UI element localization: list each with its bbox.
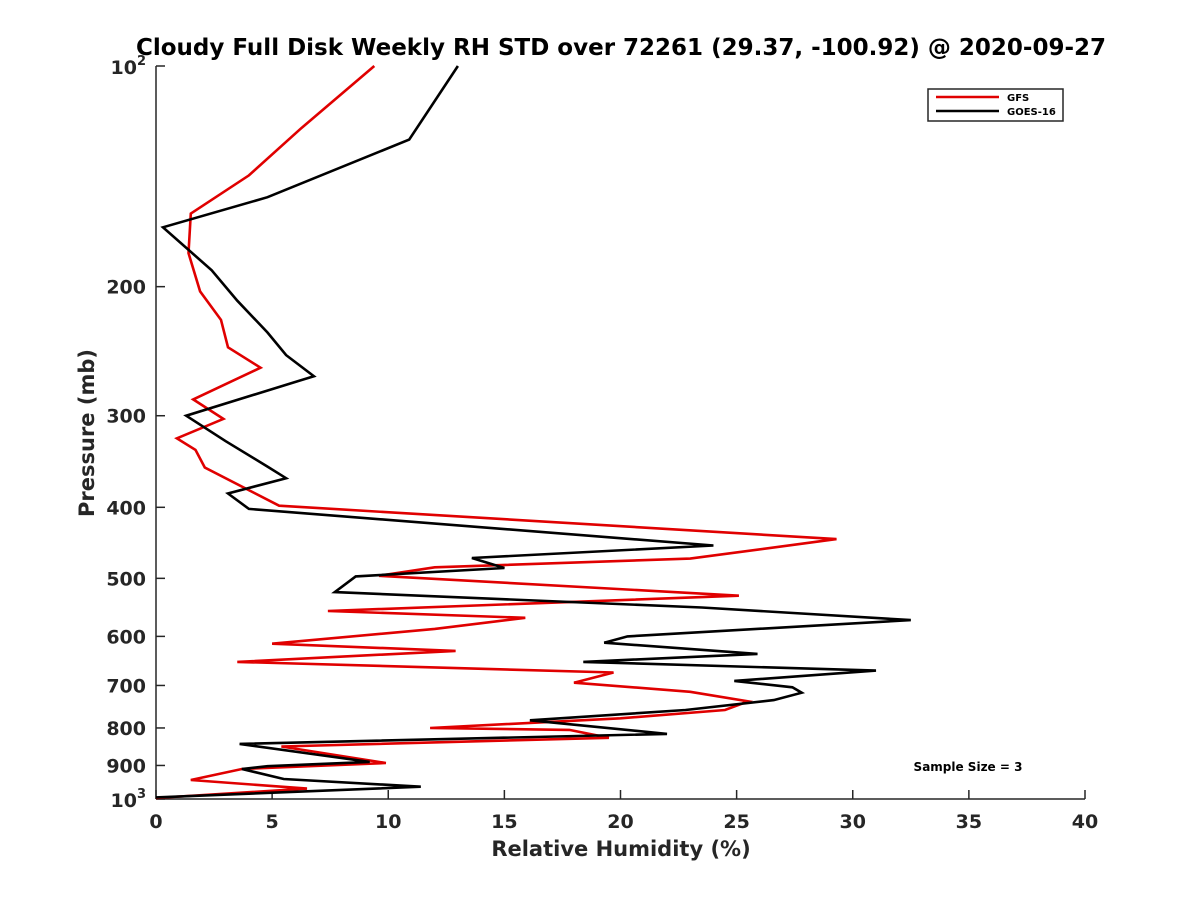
y-tick-label: 300 (106, 406, 146, 428)
x-axis-label: Relative Humidity (%) (491, 837, 750, 861)
sample-size-annotation: Sample Size = 3 (914, 760, 1023, 774)
x-tick-label: 0 (149, 811, 162, 833)
y-tick-label: 200 (106, 277, 146, 299)
axes: 0 5 10 15 20 25 30 35 40 200 300 400 500 600 700 800 900… (106, 54, 1098, 833)
y-axis-label: Pressure (mb) (75, 349, 99, 517)
x-tick-label: 40 (1072, 811, 1098, 833)
y-tick-label: 500 (106, 568, 146, 590)
y-tick-label: 900 (106, 755, 146, 777)
y-tick-label: 102 (111, 54, 147, 79)
y-tick-label: 400 (106, 497, 146, 519)
legend: GFS GOES-16 (927, 88, 1064, 122)
y-tick-label: 800 (106, 718, 146, 740)
x-tick-label: 30 (840, 811, 866, 833)
legend-label: GOES-16 (1007, 107, 1056, 118)
x-tick-label: 25 (723, 811, 749, 833)
legend-label: GFS (1007, 93, 1029, 104)
y-tick-label: 103 (111, 787, 147, 812)
y-tick-label: 700 (106, 675, 146, 697)
x-tick-label: 15 (491, 811, 517, 833)
chart-title: Cloudy Full Disk Weekly RH STD over 7226… (136, 35, 1106, 61)
x-tick-label: 35 (956, 811, 982, 833)
x-tick-label: 10 (375, 811, 401, 833)
series-line-goes-16 (155, 65, 911, 799)
series-line-gfs (155, 65, 837, 800)
x-tick-label: 20 (607, 811, 633, 833)
y-tick-label: 600 (106, 626, 146, 648)
legend-box (927, 88, 1064, 122)
series-layer (155, 65, 911, 800)
x-tick-label: 5 (266, 811, 279, 833)
